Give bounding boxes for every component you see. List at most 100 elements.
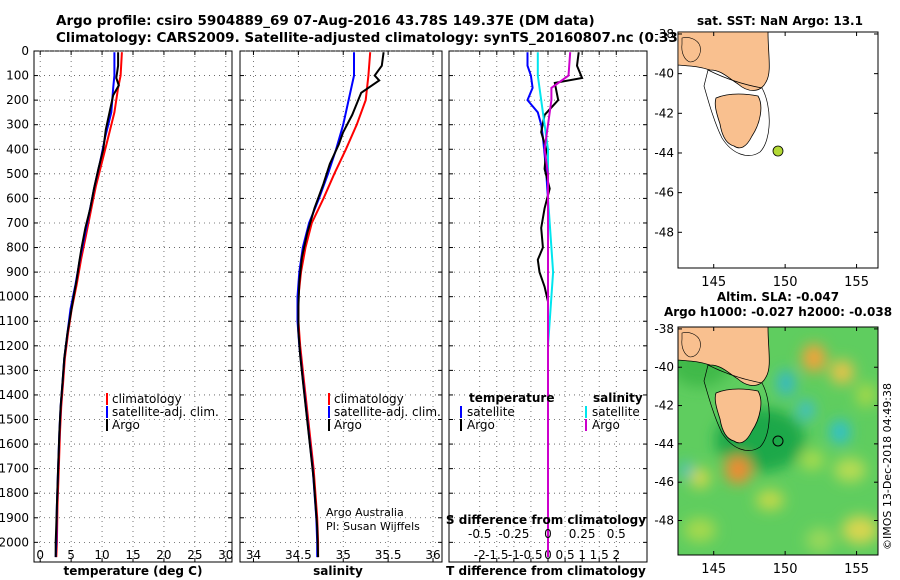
temperature-legend: climatology satellite-adj. clim. Argo [106,392,219,432]
salinity-profiles [296,52,385,558]
sla-blob [856,383,876,407]
title-line-2: Climatology: CARS2009. Satellite-adjuste… [56,30,748,46]
argo-position-marker [772,145,784,157]
y-tick-label: 1600 [0,437,29,451]
x-tick-label: 35 [336,548,351,562]
difference-top-tick-labels: -0.5 -0.25 0 0.25 0.5 [468,527,626,541]
legend-satellite-label: satellite-adj. clim. [112,405,219,419]
x-tick-label: 30 [218,548,233,562]
y-tick-label: 900 [6,265,29,279]
mainland-australia [678,327,770,386]
tasmania [714,93,762,149]
map-x-tick-label: 155 [844,275,869,290]
sla-blob [680,462,692,478]
pi-text: PI: Susan Wijffels [326,520,420,533]
sla-blob [798,400,814,420]
series-line-argo [54,52,120,558]
y-tick-label: 1000 [0,290,29,304]
sla-blob [777,370,795,396]
sla-blob [800,450,824,470]
x-tick-label: 0.5 [556,548,575,562]
sst-map: sat. SST: NaN Argo: 13.1 145 150 155 -38 -40… [654,14,879,290]
mainland-lobe [681,332,701,358]
difference-profiles [526,52,584,558]
map-x-tick-label: 150 [773,275,798,290]
sst-map-title: sat. SST: NaN Argo: 13.1 [697,14,863,28]
map-y-tick-label: -44 [654,146,674,160]
legend-s-argo-label: Argo [592,418,620,432]
x-tick-label: 20 [156,548,171,562]
x-tick-label: 0 [36,548,44,562]
legend-argo-swatch [106,419,108,431]
legend-temperature-heading: temperature [469,391,554,405]
map-x-tick-label: 150 [773,562,798,577]
y-tick-label: 200 [6,93,29,107]
sla-blob [684,518,716,542]
salinity-grid [240,50,442,562]
sla-heatmap [678,327,878,555]
sst-map-land [678,32,784,157]
y-tick-label: 400 [6,142,29,156]
sla-blob [802,344,826,372]
depth-contour [703,69,770,156]
map-y-tick-label: -46 [654,186,674,200]
y-tick-label: 700 [6,216,29,230]
title-line-1: Argo profile: csiro 5904889_69 07-Aug-20… [56,13,595,29]
map-y-tick-label: -46 [654,475,674,489]
map-y-tick-label: -38 [654,322,674,336]
top-tick-label: -0.25 [498,527,529,541]
x-tick-label: 36 [425,548,440,562]
sla-map-title-2: Argo h1000: -0.027 h2000: -0.038 [664,305,892,319]
mainland-lobe [681,37,701,63]
x-tick-label: 34 [246,548,261,562]
x-tick-label: 35.5 [375,548,402,562]
x-tick-label: 1 [578,548,586,562]
x-tick-label: 34.5 [285,548,312,562]
legend-satellite-swatch [106,406,108,418]
x-tick-label: 10 [94,548,109,562]
side-stamp: ©IMOS 13-Dec-2018 04:49:38 [881,383,894,550]
tasmania [714,388,762,444]
x-tick-label: 1.5 [590,548,609,562]
y-tick-label: 300 [6,118,29,132]
legend-climatology-label: climatology [112,392,182,406]
depth-contour [703,364,770,451]
legend-argo-label: Argo [112,418,140,432]
x-tick-label: 2 [612,548,620,562]
y-tick-label: 1700 [0,462,29,476]
salinity-tick-labels: 34 34.5 35 35.5 36 [246,548,441,562]
temperature-xlabel: temperature (deg C) [64,564,203,578]
y-tick-label: 1500 [0,413,29,427]
salinity-legend: climatology satellite-adj. clim. Argo [328,392,441,432]
top-tick-label: 0.25 [569,527,596,541]
y-tick-label: 600 [6,191,29,205]
map-y-tick-label: -44 [654,437,674,451]
sla-map-ticks: 145 150 155 -38 -40 -42 -44 -46 -48 [654,322,878,577]
sla-blob [756,490,784,510]
difference-legend: temperature satellite Argo salinity sate… [460,391,643,432]
temperature-grid [34,50,232,562]
y-tick-label: 1300 [0,363,29,377]
sla-map: Altim. SLA: -0.047 Argo h1000: -0.027 h2… [654,290,892,577]
top-tick-label: 0.5 [607,527,626,541]
salinity-xlabel: salinity [313,564,363,578]
difference-tick-labels: -2 -1.5 -1 -0.5 0 0.5 1 1.5 2 [474,548,620,562]
y-tick-label: 800 [6,241,29,255]
legend-s-satellite-label: satellite [592,405,640,419]
sla-blob [725,456,751,484]
legend-s-satellite-swatch [585,406,587,418]
difference-grid [449,50,647,562]
y-tick-label: 1100 [0,314,29,328]
y-tick-label: 100 [6,69,29,83]
credit-text: Argo Australia [326,506,404,519]
mainland-australia [678,32,770,91]
legend-t-argo-label: Argo [467,418,495,432]
x-tick-label: 5 [67,548,75,562]
map-y-tick-label: -42 [654,106,674,120]
temperature-tick-labels: 0 5 10 15 20 25 30 [36,548,233,562]
y-tick-label: 2000 [0,535,29,549]
legend-argo-swatch [328,419,330,431]
y-tick-label: 1200 [0,339,29,353]
map-y-tick-label: -48 [654,225,674,239]
map-x-tick-label: 145 [701,562,726,577]
